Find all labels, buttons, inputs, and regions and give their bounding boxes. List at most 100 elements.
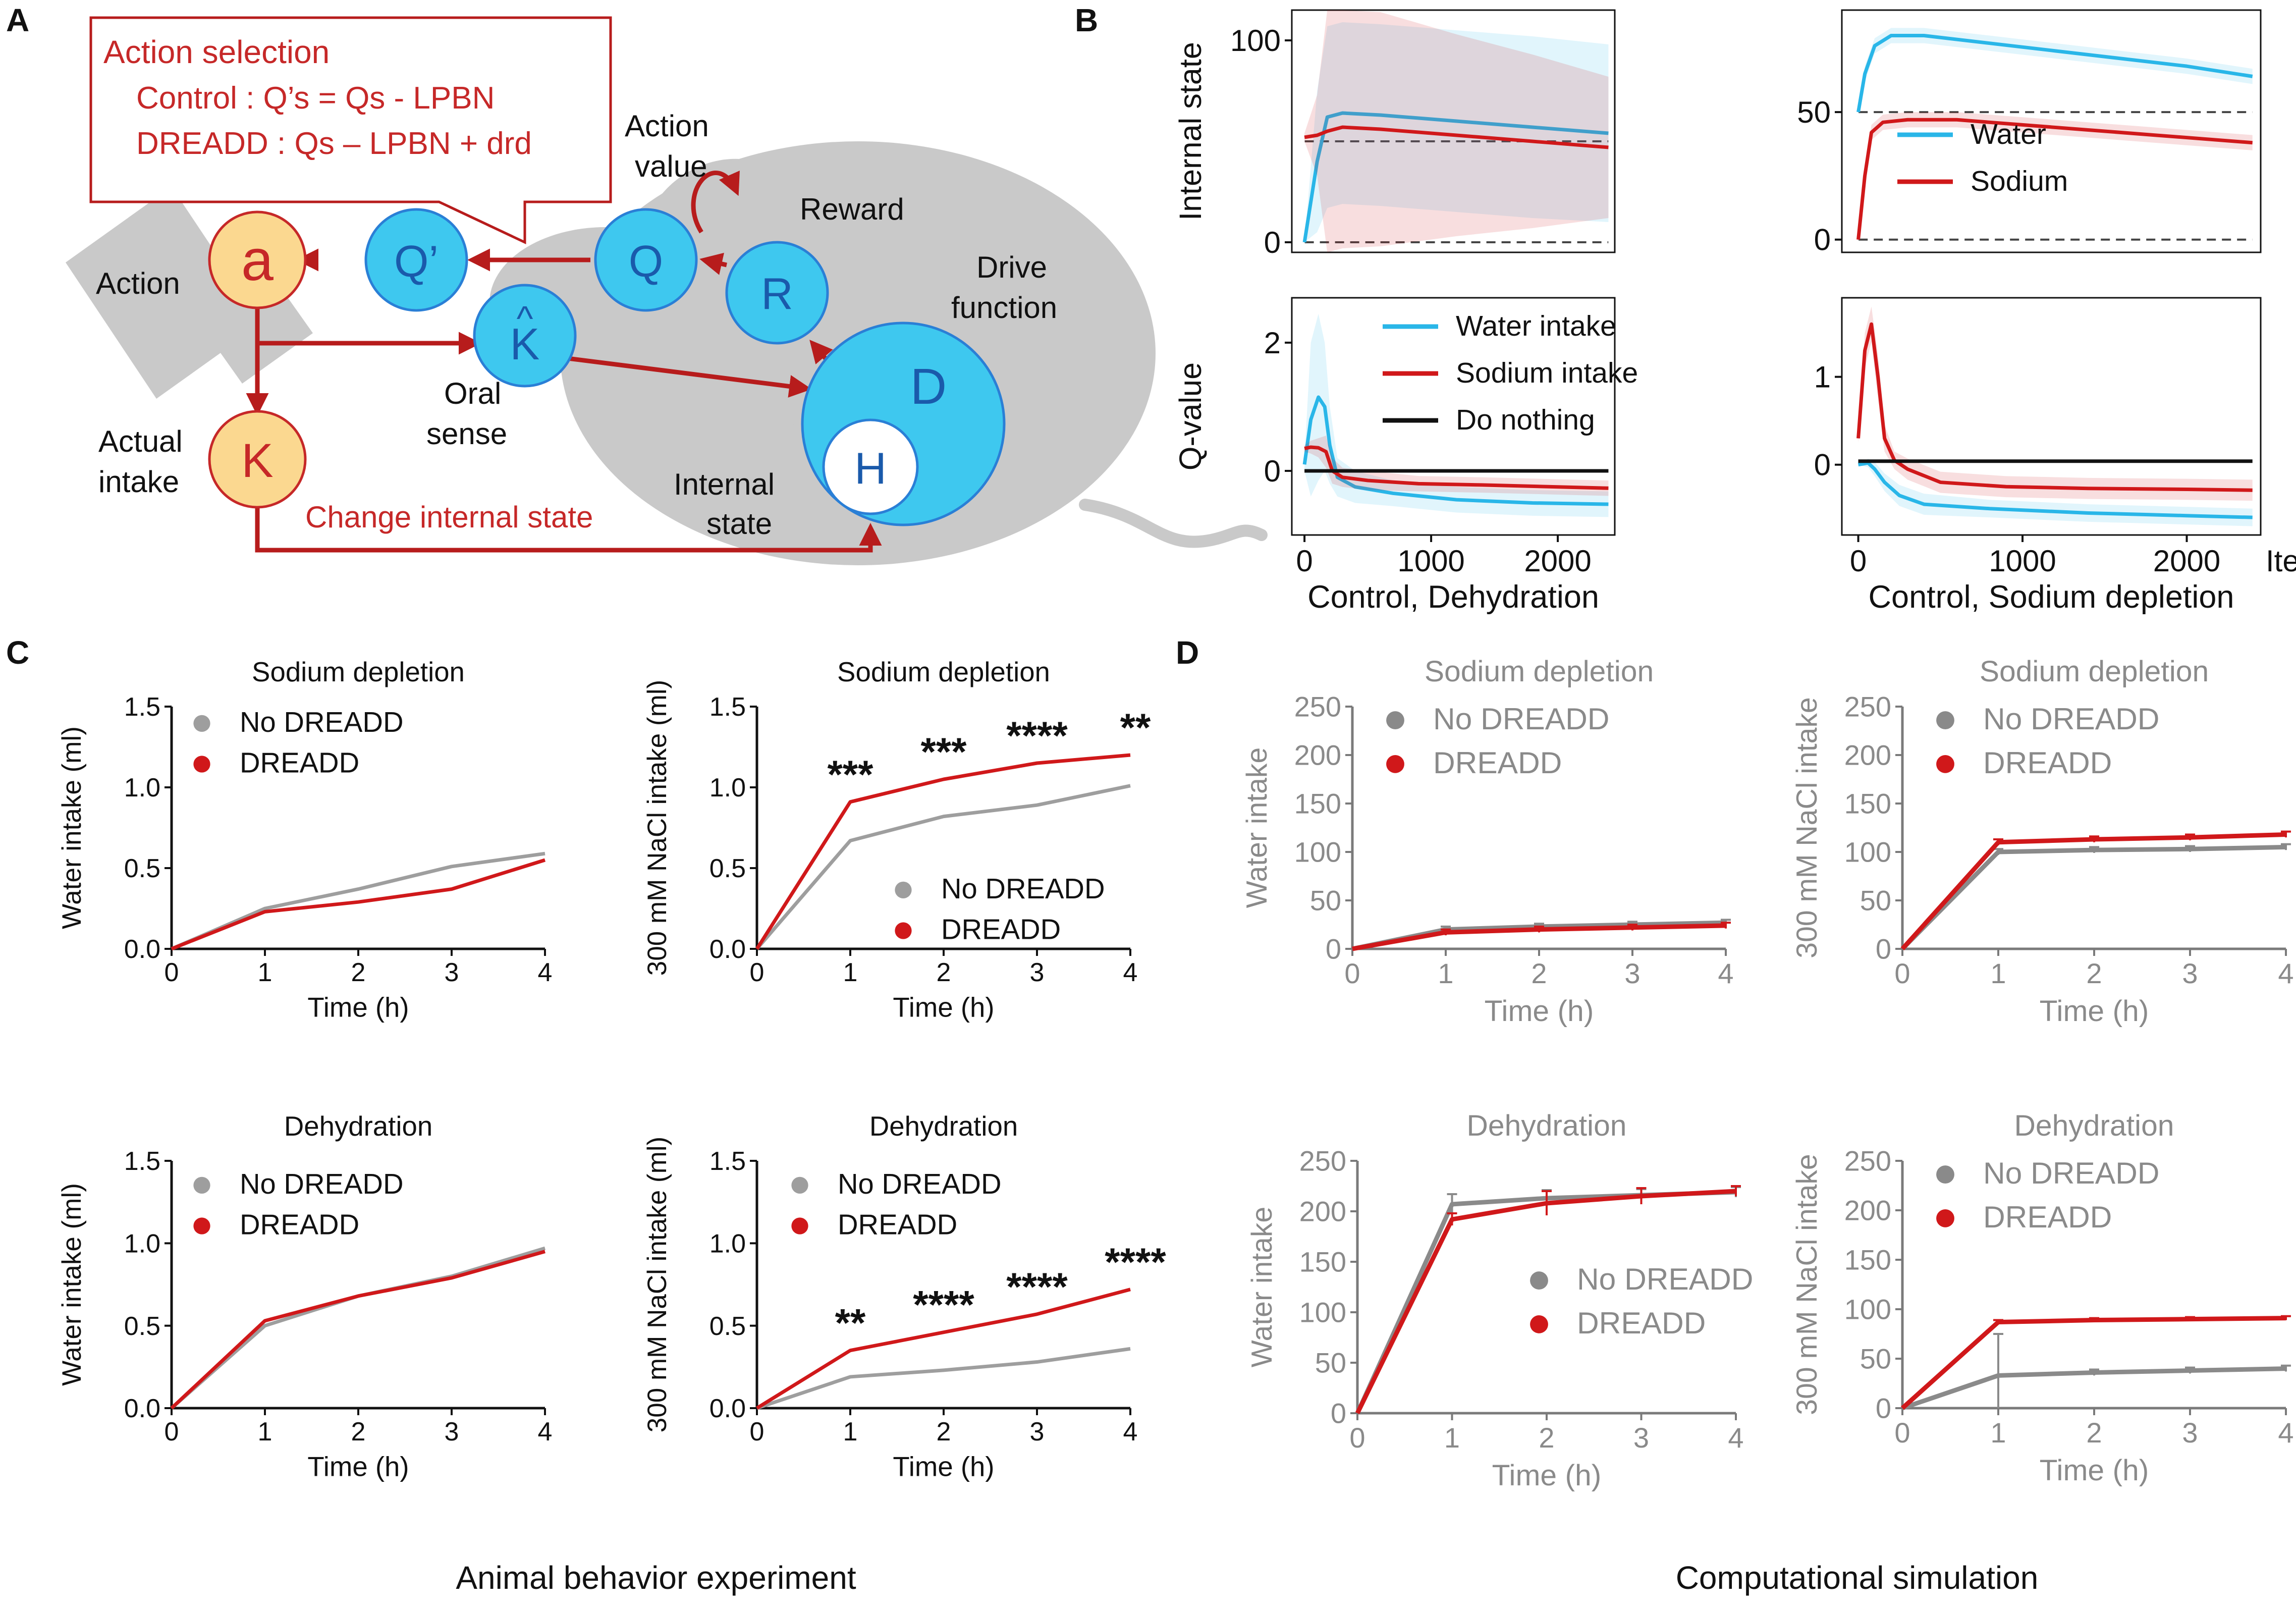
x-axis-label: Time (h) bbox=[307, 992, 409, 1023]
series-band-water bbox=[1304, 22, 1609, 242]
chart-title: Dehydration bbox=[1466, 1109, 1626, 1142]
action-selection-dreadd: DREADD : Qs – LPBN + drd bbox=[136, 126, 532, 161]
node-khat-accent: ^ bbox=[517, 299, 533, 338]
x-tick-label: 0 bbox=[750, 1417, 764, 1447]
node-a: a bbox=[208, 210, 307, 309]
x-tick-label: 0 bbox=[165, 1417, 179, 1447]
y-tick-label: 50 bbox=[1310, 885, 1341, 917]
series-line-sodium bbox=[1304, 125, 1609, 149]
series-line-dreadd bbox=[1355, 1189, 1736, 1414]
legend-marker bbox=[1386, 755, 1404, 773]
series-line-water bbox=[1856, 34, 2253, 113]
series-band-sodium-intake bbox=[1858, 306, 2253, 501]
y-tick-label: 0 bbox=[1876, 1392, 1891, 1424]
x-tick-label: 3 bbox=[1030, 958, 1045, 987]
legend-marker bbox=[1936, 1165, 1954, 1184]
significance-mark: **** bbox=[1105, 1240, 1166, 1284]
y-tick-label: 100 bbox=[1299, 1297, 1346, 1328]
legend-label: No DREADD bbox=[1433, 702, 1609, 736]
chart-d2: 0 50 100 150 200 250 0 1 2 3 4 Sodium depletion Time… bbox=[1791, 655, 2294, 1028]
x-tick-label: 2000 bbox=[1524, 544, 1591, 578]
legend-label: No DREADD bbox=[1983, 1156, 2159, 1190]
y-tick-label: 150 bbox=[1844, 1244, 1891, 1276]
footer-animal-experiment: Animal behavior experiment bbox=[456, 1560, 856, 1596]
chart-title: Sodium depletion bbox=[1980, 655, 2209, 688]
legend-marker bbox=[895, 881, 912, 898]
y-tick-label: 1.0 bbox=[709, 773, 746, 802]
y-tick-label: 0 bbox=[1814, 448, 1831, 482]
legend-marker bbox=[1936, 755, 1954, 773]
x-tick-label: 0 bbox=[1894, 957, 1910, 989]
series-line-sodium-intake bbox=[1856, 322, 2253, 492]
x-tick-label: 1 bbox=[1990, 957, 2006, 989]
label-oral-1: Oral bbox=[444, 377, 501, 410]
label-action-value-2: value bbox=[635, 149, 707, 183]
label-drive-2: function bbox=[951, 291, 1057, 325]
y-tick-label: 0.0 bbox=[124, 935, 160, 964]
y-axis-label: Internal state bbox=[1173, 42, 1208, 221]
y-tick-label: 50 bbox=[1315, 1347, 1346, 1379]
legend-marker bbox=[193, 756, 210, 773]
legend-marker bbox=[193, 715, 210, 732]
y-tick-label: 200 bbox=[1294, 739, 1341, 771]
legend-label: No DREADD bbox=[1983, 702, 2159, 736]
series-line-no-dreadd bbox=[171, 851, 545, 951]
y-axis-label: 300 mM NaCl intake bbox=[1791, 1154, 1823, 1415]
y-tick-label: 0.0 bbox=[709, 1394, 746, 1423]
y-tick-label: 0 bbox=[1326, 933, 1341, 965]
x-tick-label: 2 bbox=[937, 1417, 951, 1447]
series-line-no-dreadd bbox=[1355, 1190, 1736, 1414]
x-tick-label: 0 bbox=[1349, 1422, 1365, 1454]
y-axis-label: Water intake (ml) bbox=[57, 726, 87, 929]
x-tick-label: 0 bbox=[750, 958, 764, 987]
legend-label: No DREADD bbox=[941, 873, 1105, 904]
chart-d4: 0 50 100 150 200 250 0 1 2 3 4 Dehydration Time (h) 3… bbox=[1791, 1109, 2294, 1487]
legend-marker bbox=[791, 1217, 808, 1235]
label-actual-intake-2: intake bbox=[98, 465, 179, 499]
y-tick-label: 1.0 bbox=[124, 1229, 160, 1259]
node-qprime: Q’ bbox=[364, 208, 468, 312]
series-line-dreadd bbox=[755, 753, 1131, 950]
panel-letter-b: B bbox=[1075, 2, 1098, 38]
label-oral-2: sense bbox=[426, 417, 507, 451]
legend-marker bbox=[193, 1217, 210, 1235]
panel-a-schematic: Action selection Control : Q’s = Qs - LP… bbox=[66, 16, 1268, 565]
chart-title: Sodium depletion bbox=[252, 657, 465, 687]
x-axis-label: Time (h) bbox=[307, 1451, 409, 1482]
panel-letter-c: C bbox=[6, 634, 29, 671]
legend-label: No DREADD bbox=[240, 706, 404, 738]
x-unit-label: Iter bbox=[2266, 544, 2296, 578]
chart-c2: 0.0 0.5 1.0 1.5 0 1 2 3 4 Sodium depletion Time (h… bbox=[642, 657, 1151, 1023]
x-tick-label: 1000 bbox=[1397, 544, 1464, 578]
x-axis-label: Control, Sodium depletion bbox=[1869, 579, 2234, 615]
node-q-label: Q bbox=[629, 236, 663, 286]
series-band-water-intake bbox=[1858, 458, 2253, 526]
chart-c3: 0.0 0.5 1.0 1.5 0 1 2 3 4 Dehydration Time (h) Wate… bbox=[57, 1111, 552, 1482]
node-h: H bbox=[822, 418, 919, 515]
y-tick-label: 0.0 bbox=[124, 1394, 160, 1423]
y-axis-label: 300 mM NaCl intake bbox=[1791, 697, 1823, 958]
y-axis-label: Q-value bbox=[1173, 362, 1208, 470]
series-line-no-dreadd bbox=[1900, 844, 2286, 951]
label-drive-1: Drive bbox=[976, 250, 1047, 284]
x-axis-label: Time (h) bbox=[1485, 995, 1594, 1028]
x-tick-label: 3 bbox=[2182, 1417, 2198, 1449]
significance-mark: **** bbox=[913, 1282, 974, 1327]
y-tick-label: 2 bbox=[1264, 326, 1281, 360]
x-tick-label: 4 bbox=[538, 958, 553, 987]
x-tick-label: 2 bbox=[937, 958, 951, 987]
x-axis-label: Control, Dehydration bbox=[1307, 579, 1599, 615]
series-line-dreadd bbox=[1900, 1316, 2286, 1410]
chart-title: Sodium depletion bbox=[837, 657, 1050, 687]
y-axis-label: 300 mM NaCl intake (ml) bbox=[642, 1137, 672, 1432]
legend-label: DREADD bbox=[941, 914, 1061, 945]
y-tick-label: 150 bbox=[1299, 1246, 1346, 1278]
y-tick-label: 100 bbox=[1294, 836, 1341, 868]
y-tick-label: 200 bbox=[1844, 1195, 1891, 1226]
action-selection-box: Action selection Control : Q’s = Qs - LP… bbox=[89, 16, 612, 244]
x-tick-label: 4 bbox=[2278, 1417, 2293, 1449]
y-tick-label: 0.5 bbox=[709, 854, 746, 883]
axes-frame bbox=[1291, 9, 1616, 253]
legend-marker bbox=[1936, 711, 1954, 729]
